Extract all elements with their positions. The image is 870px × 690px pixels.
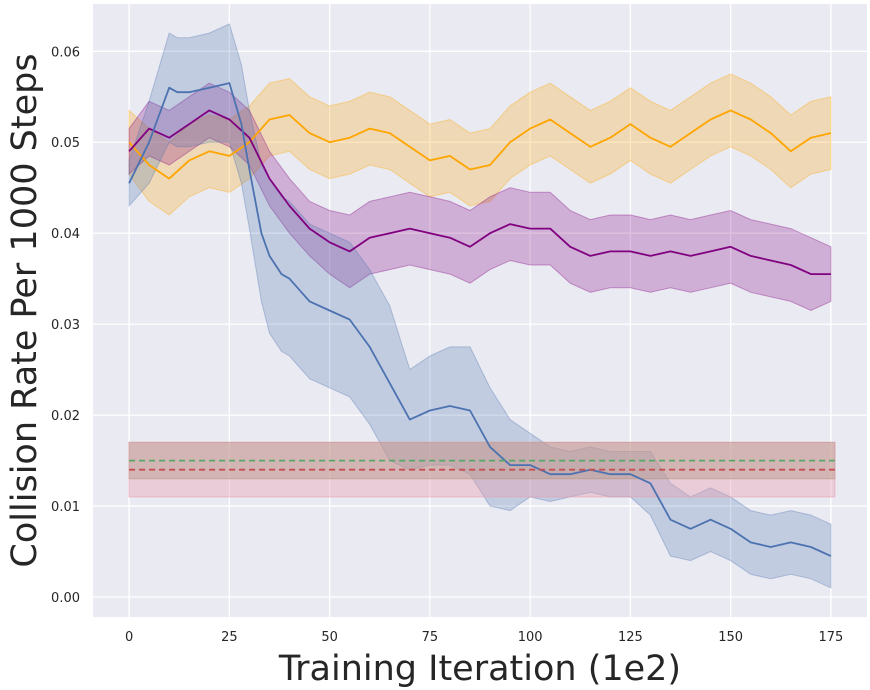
plot-area <box>93 4 867 617</box>
y-tick-label: 0.04 <box>51 227 80 242</box>
y-axis-label: Collision Rate Per 1000 Steps <box>5 53 45 567</box>
grid-lines <box>93 4 867 617</box>
x-tick-label: 25 <box>221 630 238 645</box>
y-tick-label: 0.03 <box>51 318 80 333</box>
y-tick-label: 0.06 <box>51 45 80 60</box>
series-band-0 <box>128 73 832 216</box>
series-line-2 <box>128 82 832 557</box>
x-tick-labels: 0 25 50 75 100 125 150 175 <box>125 630 843 645</box>
x-axis-label: Training Iteration (1e2) <box>278 649 681 689</box>
y-tick-label: 0.02 <box>51 409 80 424</box>
y-tick-label: 0.01 <box>51 500 80 515</box>
y-tick-labels: 0.00 0.01 0.02 0.03 0.04 0.05 0.06 <box>51 45 80 606</box>
y-tick-label: 0.00 <box>51 591 80 606</box>
confidence-bands <box>128 23 836 589</box>
series-line-0 <box>128 109 832 180</box>
x-tick-label: 0 <box>125 630 133 645</box>
series-band-1 <box>128 82 832 312</box>
x-tick-label: 100 <box>518 630 543 645</box>
x-tick-label: 75 <box>422 630 439 645</box>
series-band-2 <box>128 23 832 589</box>
x-tick-label: 50 <box>321 630 338 645</box>
x-tick-label: 175 <box>818 630 843 645</box>
series-lines <box>128 82 835 557</box>
y-tick-label: 0.05 <box>51 136 80 151</box>
series-line-1 <box>128 109 831 276</box>
x-tick-label: 150 <box>718 630 743 645</box>
x-tick-label: 125 <box>618 630 643 645</box>
